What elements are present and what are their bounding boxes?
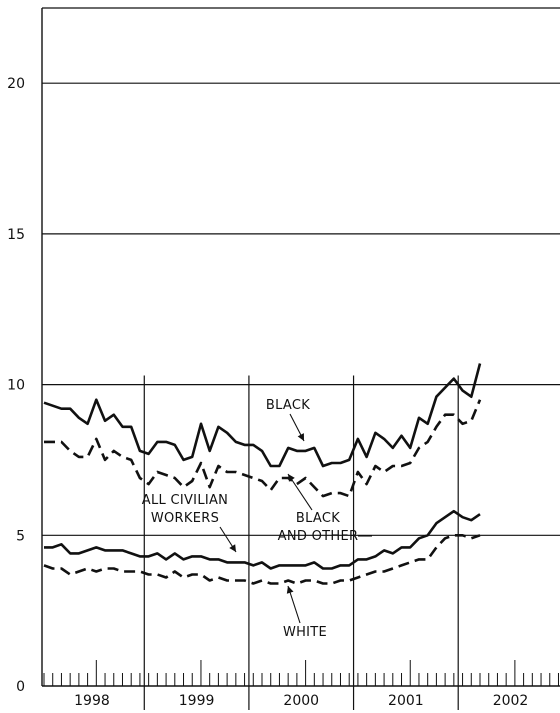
x-year-label: 2002 <box>493 693 529 709</box>
leader-black-and-other-head <box>288 474 295 482</box>
annotation-label: ALL CIVILIAN <box>142 493 228 508</box>
series <box>43 363 482 585</box>
x-year-label: 1998 <box>74 693 110 709</box>
series-line-white <box>43 533 481 585</box>
annotation-label: BLACK <box>296 511 340 526</box>
axes: 0 5 10 15 20 1998 1999 2000 2001 2002 <box>7 7 560 709</box>
grid <box>42 82 560 710</box>
series-line-black-and-other <box>44 399 482 498</box>
x-year-label: 1999 <box>179 693 215 709</box>
y-tick-label: 0 <box>16 679 25 695</box>
leader-black-and-other <box>287 473 313 511</box>
y-tick-label: 5 <box>16 528 25 544</box>
y-tick-label: 15 <box>7 227 25 243</box>
x-year-label: 2000 <box>283 693 319 709</box>
annotation-label: WHITE <box>283 625 327 640</box>
leader-white-head <box>286 586 294 594</box>
x-year-label: 2001 <box>388 693 424 709</box>
annotations: BLACK BLACK AND OTHER ALL CIVILIAN WORKERS WH… <box>142 398 372 640</box>
annotation-label: AND OTHER <box>278 529 359 544</box>
series-line-black <box>43 363 482 468</box>
leader-black-head <box>297 433 304 441</box>
leader-all-civilian-workers-head <box>229 544 236 552</box>
annotation-label: WORKERS <box>151 511 219 526</box>
annotation-label: BLACK <box>266 398 310 413</box>
y-tick-label: 20 <box>7 76 25 92</box>
series-line-all-civilian-workers <box>44 509 481 570</box>
y-tick-label: 10 <box>7 378 25 394</box>
